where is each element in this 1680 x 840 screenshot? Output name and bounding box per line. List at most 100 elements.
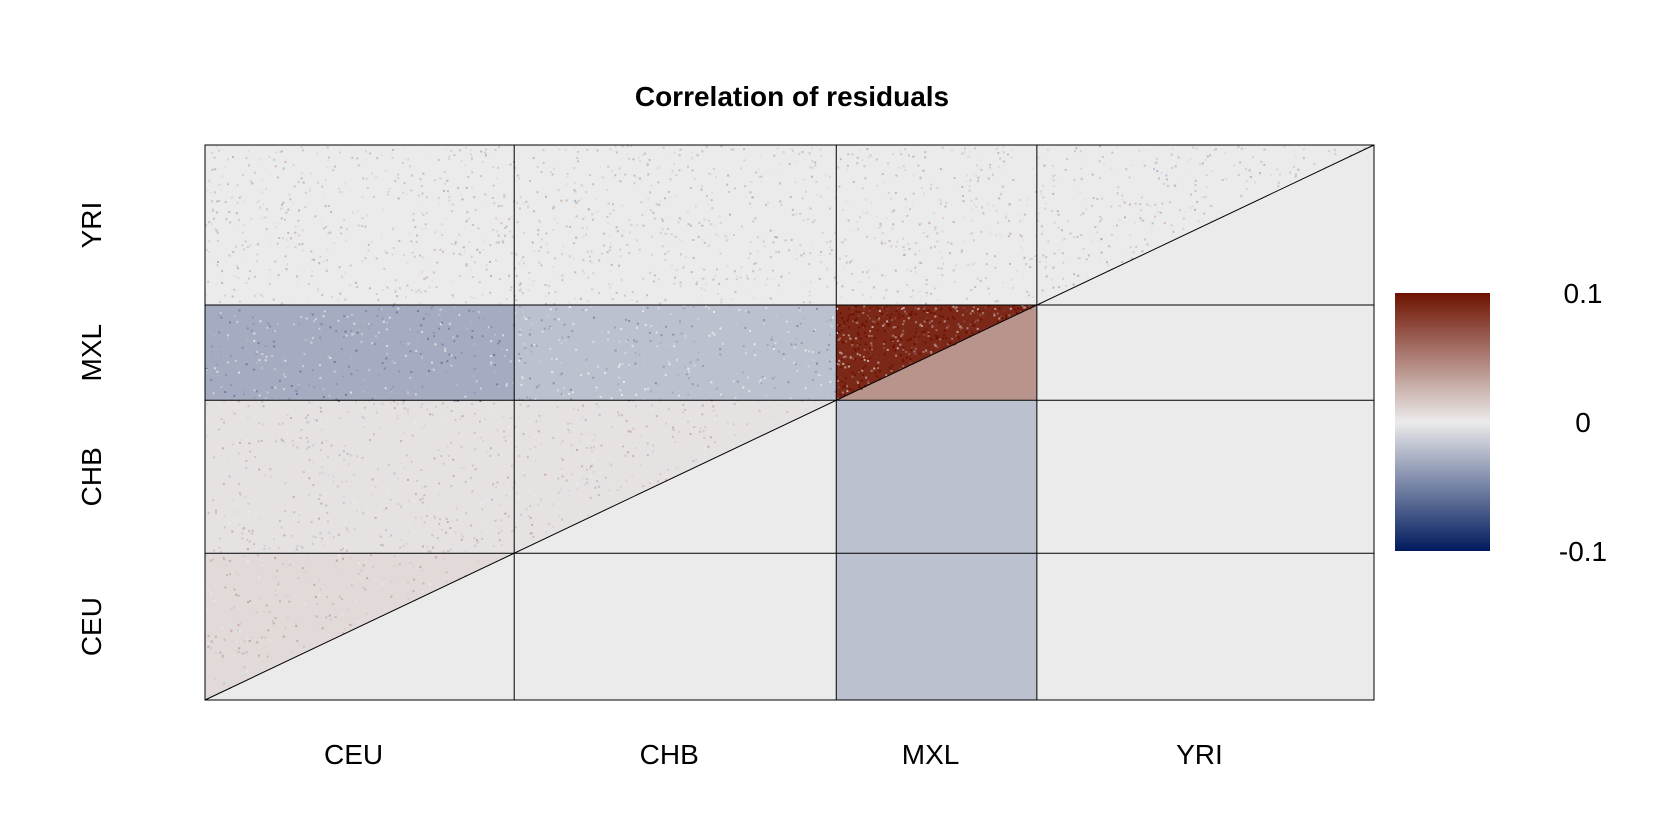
noise-speck (517, 174, 520, 177)
noise-speck (575, 215, 578, 218)
noise-speck (673, 345, 676, 348)
noise-speck (414, 247, 417, 250)
noise-speck (873, 337, 876, 340)
noise-speck (208, 240, 211, 243)
noise-speck (302, 149, 305, 152)
noise-speck (241, 537, 244, 540)
noise-speck (420, 469, 423, 471)
noise-speck (253, 389, 256, 392)
noise-speck (598, 485, 601, 488)
noise-speck (814, 164, 817, 167)
noise-speck (428, 313, 431, 316)
noise-speck (548, 292, 550, 295)
noise-speck (529, 179, 531, 182)
noise-speck (262, 559, 265, 562)
noise-speck (519, 358, 522, 361)
noise-speck (258, 394, 261, 397)
noise-speck (1031, 167, 1034, 170)
noise-speck (873, 320, 876, 323)
noise-speck (492, 545, 495, 547)
noise-speck (268, 243, 271, 246)
noise-speck (255, 390, 258, 393)
noise-speck (433, 457, 436, 460)
noise-speck (915, 321, 917, 324)
noise-speck (675, 267, 678, 270)
noise-speck (557, 222, 560, 225)
noise-speck (769, 229, 772, 232)
noise-speck (844, 238, 847, 241)
noise-speck (363, 434, 366, 437)
noise-speck (1010, 278, 1013, 281)
noise-speck (959, 251, 962, 253)
noise-speck (529, 516, 532, 519)
noise-speck (437, 449, 440, 452)
noise-speck (1044, 261, 1047, 263)
noise-speck (614, 174, 617, 177)
noise-speck (246, 317, 249, 320)
noise-speck (1150, 229, 1153, 232)
noise-speck (814, 370, 817, 373)
noise-speck (626, 339, 629, 342)
noise-speck (720, 393, 723, 396)
noise-speck (286, 432, 289, 435)
noise-speck (760, 154, 762, 157)
noise-speck (965, 174, 968, 177)
noise-speck (1208, 205, 1211, 208)
noise-speck (1173, 172, 1175, 175)
noise-speck (642, 277, 644, 280)
noise-speck (338, 554, 340, 557)
noise-speck (987, 177, 990, 180)
noise-speck (815, 307, 818, 310)
noise-speck (985, 263, 988, 266)
noise-speck (217, 184, 220, 187)
noise-speck (551, 371, 554, 374)
noise-speck (829, 207, 831, 210)
noise-speck (678, 394, 680, 397)
noise-speck (1045, 256, 1048, 259)
noise-speck (891, 364, 894, 367)
noise-speck (246, 246, 249, 248)
noise-speck (726, 265, 729, 268)
noise-speck (994, 300, 997, 303)
noise-speck (587, 372, 590, 375)
noise-speck (287, 231, 290, 234)
noise-speck (435, 546, 437, 548)
noise-speck (325, 616, 328, 619)
noise-speck (276, 565, 279, 568)
noise-speck (220, 386, 223, 389)
noise-speck (805, 408, 808, 411)
noise-speck (215, 509, 217, 512)
noise-speck (454, 531, 457, 534)
noise-speck (446, 448, 449, 451)
noise-speck (998, 197, 1001, 200)
noise-speck (207, 280, 210, 283)
noise-speck (548, 327, 551, 330)
noise-speck (931, 320, 933, 323)
noise-speck (441, 419, 444, 422)
noise-speck (976, 319, 979, 322)
noise-speck (308, 477, 311, 480)
noise-speck (222, 557, 225, 559)
noise-speck (338, 266, 341, 269)
noise-speck (592, 183, 595, 186)
noise-speck (918, 250, 921, 253)
noise-speck (550, 327, 553, 330)
noise-speck (581, 416, 584, 419)
noise-speck (376, 502, 379, 505)
noise-speck (892, 153, 895, 156)
noise-speck (1021, 219, 1024, 222)
noise-speck (661, 220, 664, 223)
noise-speck (301, 229, 304, 232)
noise-speck (874, 356, 877, 359)
noise-speck (918, 223, 921, 226)
noise-speck (425, 532, 428, 535)
noise-speck (294, 225, 297, 228)
noise-speck (206, 189, 209, 192)
noise-speck (241, 174, 244, 177)
noise-speck (898, 336, 901, 339)
noise-speck (617, 411, 619, 414)
noise-speck (453, 340, 456, 343)
noise-speck (1213, 148, 1216, 151)
noise-speck (744, 352, 747, 355)
noise-speck (1021, 235, 1024, 238)
